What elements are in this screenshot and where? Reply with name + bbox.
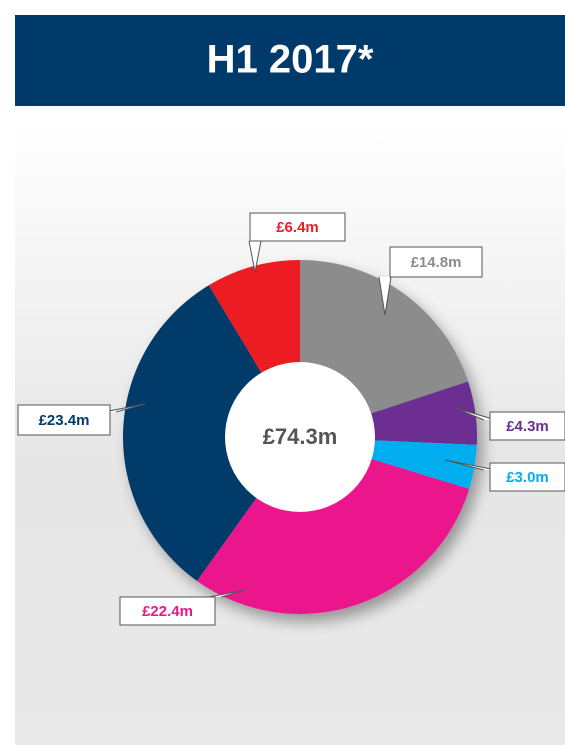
label-box (489, 411, 565, 441)
slice (196, 437, 470, 614)
callout-tail (103, 403, 146, 413)
label-box (249, 212, 346, 242)
callout-tail (444, 459, 497, 471)
value-label: £3.0m (506, 469, 549, 486)
value-label: £4.3m (506, 418, 549, 435)
header (15, 15, 565, 106)
slice (123, 285, 300, 581)
donut-hole (225, 362, 375, 512)
center-label: £74.3m (263, 424, 338, 449)
label-box (17, 404, 111, 436)
value-label: £14.8m (411, 254, 462, 271)
label-box (119, 596, 216, 626)
callout-tail (248, 240, 262, 273)
value-label: £22.4m (142, 603, 193, 620)
value-label: £23.4m (39, 412, 90, 429)
callout-tail (208, 589, 246, 598)
label-box (489, 462, 565, 492)
callout-tail (378, 276, 392, 316)
value-label: £6.4m (276, 219, 319, 236)
callout-tail (454, 407, 497, 421)
label-box (389, 246, 483, 278)
chart-title: H1 2017* (207, 38, 374, 82)
